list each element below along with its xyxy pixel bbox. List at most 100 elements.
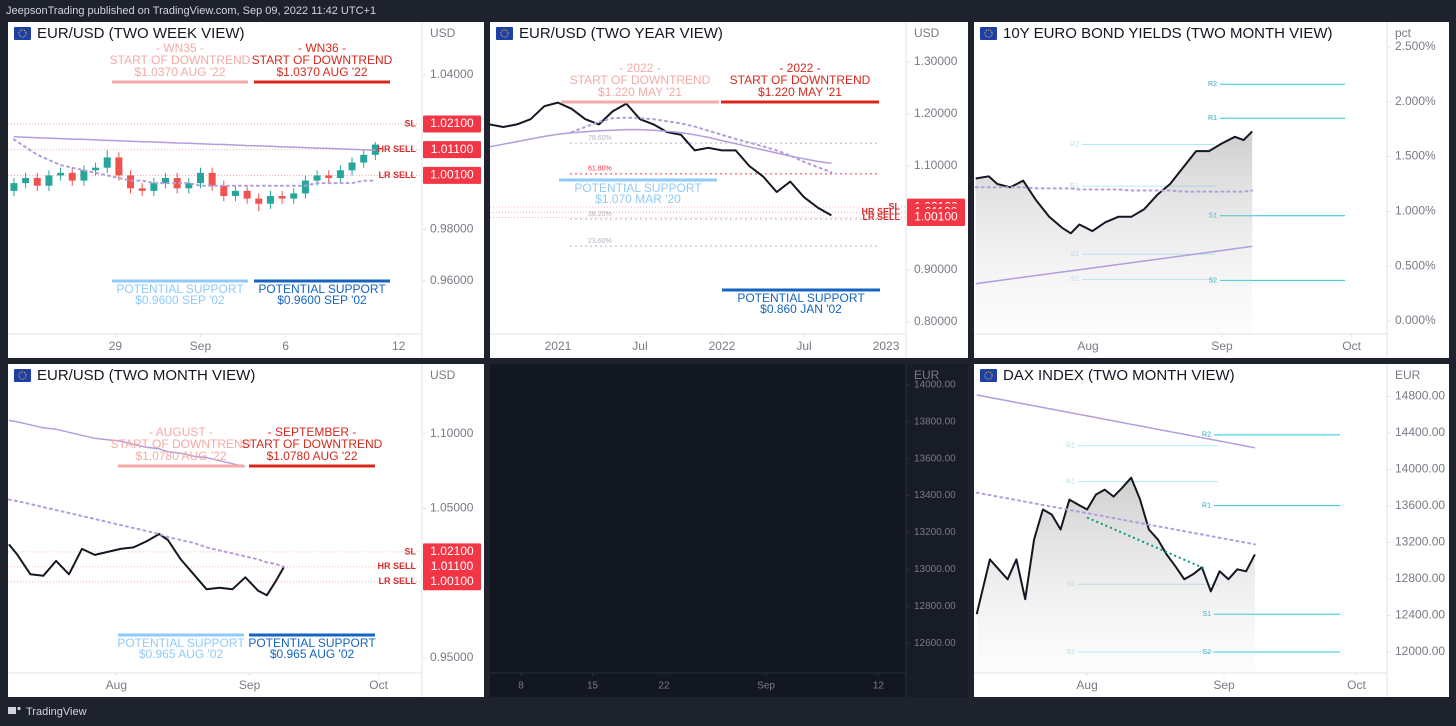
axis-background (906, 364, 968, 697)
annotation-bar (249, 633, 375, 637)
chart-panel: R2R1S1S2R2R1S1S2EUR14800.0014400.0014000… (974, 364, 1449, 697)
y-tick-label: 12000.00 (1395, 644, 1445, 658)
candle-body (313, 175, 321, 181)
moving-average (8, 419, 246, 468)
level-price-box (423, 141, 481, 159)
x-tick-label: 15 (587, 681, 599, 692)
y-tick-label: 0.500% (1395, 258, 1436, 272)
candle-body (150, 183, 158, 191)
level-price-box (907, 209, 965, 227)
pivot-label: R2 (1208, 81, 1217, 88)
x-tick-label: Aug (1077, 339, 1098, 353)
annotation-text: POTENTIAL SUPPORT (574, 181, 702, 195)
flag-icon (14, 27, 31, 40)
pivot-label: R2 (1066, 443, 1075, 450)
pivot-label: R2 (1070, 141, 1079, 148)
y-tick-label: 0.000% (1395, 313, 1436, 327)
price-line (975, 130, 1253, 235)
y-tick-label: 13600.00 (914, 453, 956, 464)
candle-body (115, 157, 123, 176)
y-tick-label: 0.95000 (430, 650, 474, 664)
pivot-label: R1 (1066, 478, 1075, 485)
candle-body (22, 178, 30, 184)
moving-average (8, 498, 285, 568)
price-area (975, 131, 1253, 334)
candle-body (162, 178, 170, 184)
level-price-label: 1.00100 (914, 210, 958, 224)
annotation-text: $1.220 MAY '21 (598, 85, 682, 99)
candle-body (45, 175, 53, 186)
x-tick-label: 12 (392, 339, 406, 353)
y-tick-label: 13200.00 (1395, 535, 1445, 549)
level-price-box (423, 543, 481, 561)
plot-area: R2R1S1S2R2R1S1S2 (974, 81, 1345, 334)
candle-body (255, 198, 263, 204)
candle-body (290, 193, 298, 199)
annotation-bar (112, 80, 248, 84)
level-price-box (423, 166, 481, 184)
price-area (976, 477, 1255, 673)
annotation-text: $1.0780 AUG '22 (266, 449, 357, 463)
candle-body (138, 188, 146, 191)
candle-body (231, 190, 239, 197)
annotation-text: $0.9600 SEP '02 (277, 293, 367, 307)
y-tick-label: 14400.00 (1395, 425, 1445, 439)
annotation-text: POTENTIAL SUPPORT (737, 291, 865, 305)
y-tick-label: 14000.00 (914, 379, 956, 390)
annotation-text: $1.220 MAY '21 (758, 85, 842, 99)
annotation-bar (118, 464, 244, 468)
level-label: LR SELL (379, 576, 417, 586)
annotation-text: POTENTIAL SUPPORT (248, 636, 376, 650)
candle-body (266, 196, 274, 204)
y-tick-label: 14800.00 (1395, 389, 1445, 403)
y-tick-label: 1.10000 (430, 426, 474, 440)
y-tick-label: 1.500% (1395, 149, 1436, 163)
candle-body (10, 183, 18, 191)
plot-area (8, 419, 422, 597)
pivot-label: R1 (1202, 502, 1211, 509)
level-label: LR SELL (379, 170, 417, 180)
x-tick-label: Sep (190, 339, 212, 353)
moving-average (570, 116, 833, 174)
footer-brand: TradingView (26, 706, 87, 718)
price-line (8, 533, 285, 597)
fib-label: 78.60% (588, 135, 612, 142)
chart-panel: USD 1.04000 0.98000 0.96000 29 Sep 6 12 - WN35 -… (8, 22, 484, 358)
flag-icon (14, 369, 31, 382)
moving-average (974, 186, 1254, 193)
annotation-text: START OF DOWNTREND (111, 437, 252, 451)
annotation-text: START OF DOWNTREND (252, 53, 393, 67)
annotation-text: $0.965 AUG '02 (139, 647, 224, 661)
x-tick-label: Oct (369, 678, 388, 692)
annotation-text: - WN35 - (156, 41, 204, 55)
candle-body (185, 183, 193, 189)
annotation-bar (254, 279, 390, 283)
fib-label: 23.60% (588, 238, 612, 245)
panel-background (490, 22, 968, 358)
fib-label: 61.80% (588, 166, 612, 173)
footer-logo (8, 706, 21, 714)
x-tick-label: Aug (1076, 678, 1097, 692)
candle-body (243, 190, 251, 199)
candle-body (325, 175, 333, 178)
price-unit: EUR (914, 368, 940, 382)
annotation-text: START OF DOWNTREND (570, 73, 711, 87)
panel-background (490, 364, 968, 697)
x-tick-label: 2022 (709, 339, 736, 353)
annotation-bar (118, 633, 244, 637)
chart-title: 10Y EURO BOND YIELDS (TWO MONTH VIEW) (1003, 25, 1333, 42)
annotation-bar (254, 80, 390, 84)
x-tick-label: Jul (796, 339, 811, 353)
x-tick-label: Sep (1213, 678, 1235, 692)
annotation-text: $1.0780 AUG '22 (135, 449, 226, 463)
chart-title: EUR/USD (TWO MONTH VIEW) (37, 367, 255, 384)
fib-label: 38.20% (588, 211, 612, 218)
annotation-text: POTENTIAL SUPPORT (116, 282, 244, 296)
annotation-text: - 2022 - (619, 61, 660, 75)
candle-body (33, 178, 41, 186)
x-tick-label: 22 (658, 681, 670, 692)
candle-body (196, 172, 204, 184)
annotation-bar (722, 288, 880, 292)
annotation-bar (112, 279, 248, 283)
moving-average (976, 394, 1256, 449)
